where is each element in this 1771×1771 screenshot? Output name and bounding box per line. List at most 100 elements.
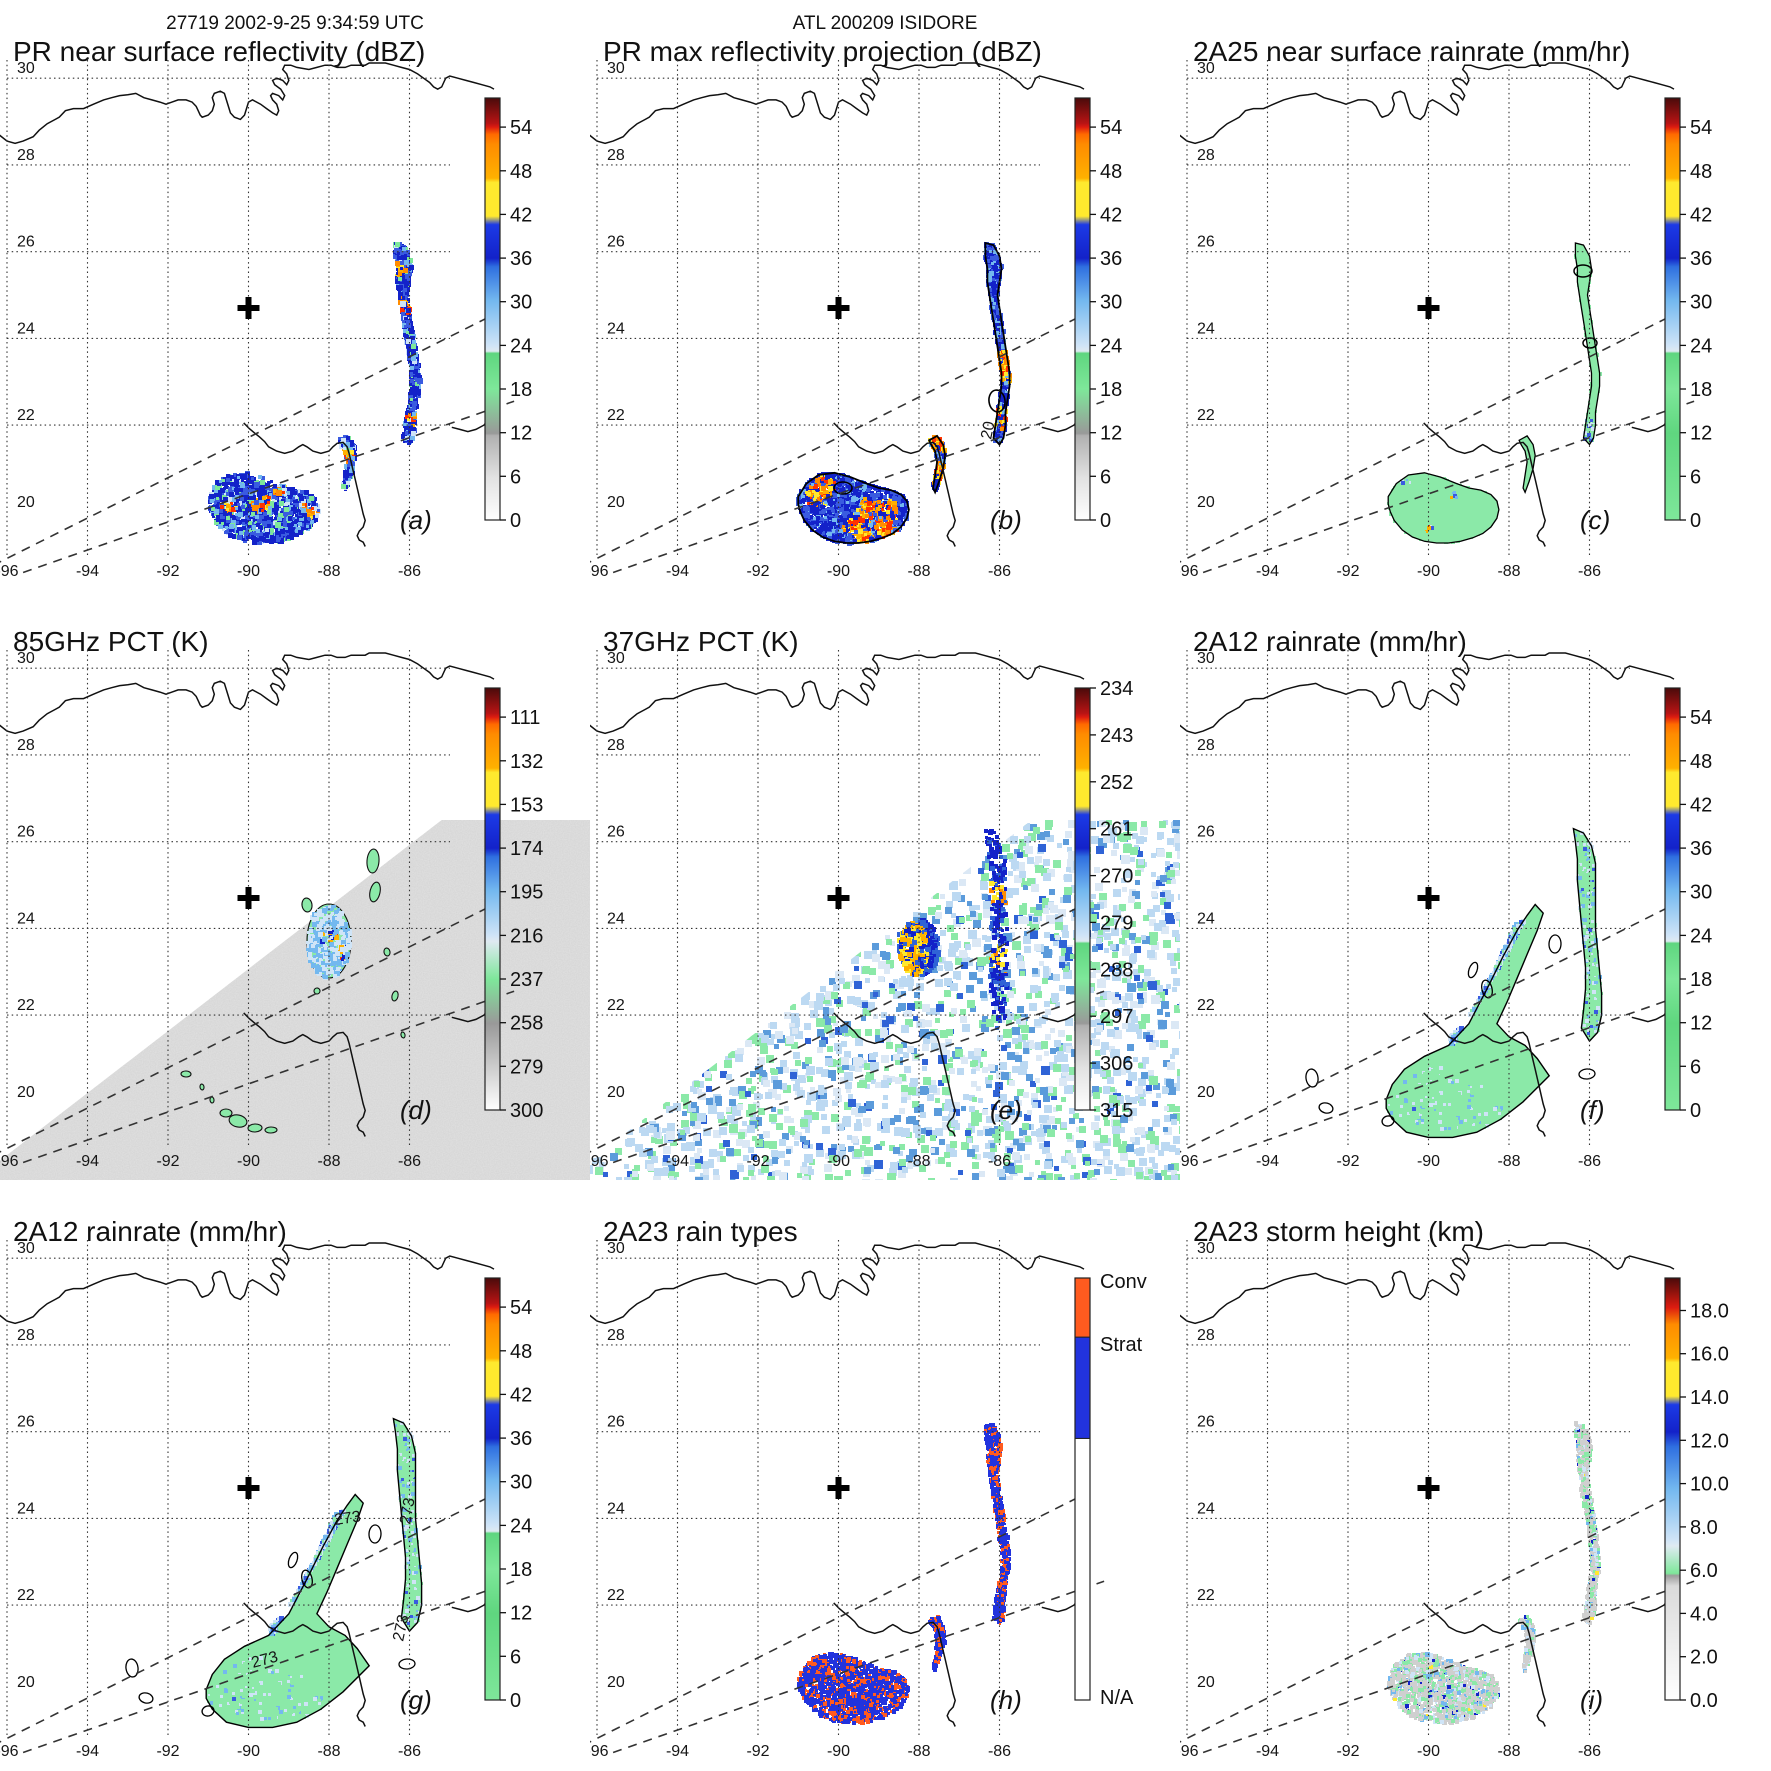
svg-text:10.0: 10.0 — [1690, 1474, 1729, 1496]
svg-text:24: 24 — [17, 910, 35, 927]
svg-text:-94: -94 — [666, 1153, 689, 1170]
svg-text:30: 30 — [1690, 292, 1712, 314]
svg-text:279: 279 — [510, 1056, 543, 1078]
svg-text:-94: -94 — [1256, 563, 1279, 580]
svg-text:22: 22 — [17, 407, 35, 424]
svg-text:36: 36 — [1690, 838, 1712, 860]
svg-text:-90: -90 — [1417, 1743, 1440, 1760]
svg-text:30: 30 — [607, 60, 625, 77]
svg-text:0: 0 — [510, 510, 521, 532]
svg-text:-88: -88 — [317, 1743, 340, 1760]
svg-text:-94: -94 — [666, 563, 689, 580]
svg-text:-92: -92 — [1336, 1153, 1359, 1170]
svg-text:28: 28 — [1197, 1327, 1215, 1344]
svg-text:261: 261 — [1100, 819, 1133, 841]
svg-text:36: 36 — [510, 248, 532, 270]
svg-text:-96: -96 — [0, 563, 19, 580]
svg-text:18: 18 — [1690, 379, 1712, 401]
svg-text:-88: -88 — [1497, 1743, 1520, 1760]
svg-text:300: 300 — [510, 1100, 543, 1122]
svg-text:48: 48 — [510, 161, 532, 183]
svg-text:30: 30 — [1690, 882, 1712, 904]
svg-text:-92: -92 — [156, 1153, 179, 1170]
svg-text:30: 30 — [17, 1240, 35, 1257]
svg-text:22: 22 — [1197, 407, 1215, 424]
svg-text:30: 30 — [510, 1472, 532, 1494]
svg-text:36: 36 — [510, 1428, 532, 1450]
svg-text:0: 0 — [1690, 1100, 1701, 1122]
svg-text:24: 24 — [607, 1500, 625, 1517]
svg-text:111: 111 — [510, 707, 540, 729]
svg-text:-90: -90 — [827, 1153, 850, 1170]
svg-text:-86: -86 — [988, 563, 1011, 580]
svg-text:36: 36 — [1690, 248, 1712, 270]
svg-text:-92: -92 — [746, 1153, 769, 1170]
svg-text:273: 273 — [333, 1508, 362, 1529]
svg-text:20: 20 — [17, 494, 35, 511]
svg-text:54: 54 — [1690, 707, 1712, 729]
svg-text:20: 20 — [1197, 1674, 1215, 1691]
svg-text:24: 24 — [17, 320, 35, 337]
svg-text:26: 26 — [607, 234, 625, 251]
svg-text:12: 12 — [1690, 423, 1712, 445]
svg-text:48: 48 — [1100, 161, 1122, 183]
svg-text:24: 24 — [1197, 320, 1215, 337]
svg-text:42: 42 — [510, 204, 532, 226]
svg-text:-92: -92 — [1336, 563, 1359, 580]
svg-text:279: 279 — [1100, 912, 1133, 934]
svg-text:20: 20 — [17, 1084, 35, 1101]
svg-text:0.0: 0.0 — [1690, 1690, 1718, 1712]
svg-text:195: 195 — [510, 882, 543, 904]
svg-text:-86: -86 — [1578, 1153, 1601, 1170]
svg-text:-86: -86 — [1578, 1743, 1601, 1760]
svg-text:-92: -92 — [746, 563, 769, 580]
svg-text:297: 297 — [1100, 1006, 1133, 1028]
svg-text:30: 30 — [17, 650, 35, 667]
svg-text:28: 28 — [17, 737, 35, 754]
svg-text:30: 30 — [17, 60, 35, 77]
svg-text:28: 28 — [607, 147, 625, 164]
svg-text:42: 42 — [1690, 204, 1712, 226]
svg-text:24: 24 — [510, 335, 532, 357]
svg-text:-92: -92 — [156, 563, 179, 580]
svg-text:Conv: Conv — [1100, 1271, 1147, 1293]
svg-text:-92: -92 — [156, 1743, 179, 1760]
svg-text:6: 6 — [510, 466, 521, 488]
svg-text:22: 22 — [607, 1587, 625, 1604]
svg-text:30: 30 — [1197, 1240, 1215, 1257]
svg-text:12: 12 — [1690, 1013, 1712, 1035]
svg-text:-88: -88 — [907, 1153, 930, 1170]
svg-text:12: 12 — [510, 1603, 532, 1625]
svg-text:-86: -86 — [398, 1153, 421, 1170]
svg-text:243: 243 — [1100, 725, 1133, 747]
svg-text:28: 28 — [1197, 147, 1215, 164]
svg-text:Strat: Strat — [1100, 1334, 1143, 1356]
svg-text:-88: -88 — [317, 1153, 340, 1170]
svg-text:26: 26 — [607, 824, 625, 841]
svg-text:306: 306 — [1100, 1053, 1133, 1075]
svg-text:6: 6 — [1100, 466, 1111, 488]
svg-text:237: 237 — [510, 969, 543, 991]
svg-text:-96: -96 — [1180, 563, 1199, 580]
svg-text:24: 24 — [17, 1500, 35, 1517]
svg-text:-90: -90 — [1417, 563, 1440, 580]
svg-text:24: 24 — [1100, 335, 1122, 357]
svg-text:6: 6 — [1690, 1056, 1701, 1078]
svg-text:26: 26 — [17, 1414, 35, 1431]
svg-text:24: 24 — [1197, 1500, 1215, 1517]
svg-text:20: 20 — [17, 1674, 35, 1691]
svg-text:36: 36 — [1100, 248, 1122, 270]
svg-text:-86: -86 — [398, 563, 421, 580]
svg-text:-90: -90 — [237, 1153, 260, 1170]
svg-text:-86: -86 — [988, 1153, 1011, 1170]
svg-text:48: 48 — [510, 1341, 532, 1363]
svg-text:-90: -90 — [827, 1743, 850, 1760]
svg-text:-94: -94 — [1256, 1743, 1279, 1760]
svg-text:-88: -88 — [907, 1743, 930, 1760]
svg-text:12.0: 12.0 — [1690, 1430, 1729, 1452]
svg-text:22: 22 — [1197, 997, 1215, 1014]
svg-text:-96: -96 — [590, 563, 609, 580]
svg-text:4.0: 4.0 — [1690, 1603, 1718, 1625]
svg-text:54: 54 — [510, 1297, 532, 1319]
svg-text:30: 30 — [1197, 60, 1215, 77]
